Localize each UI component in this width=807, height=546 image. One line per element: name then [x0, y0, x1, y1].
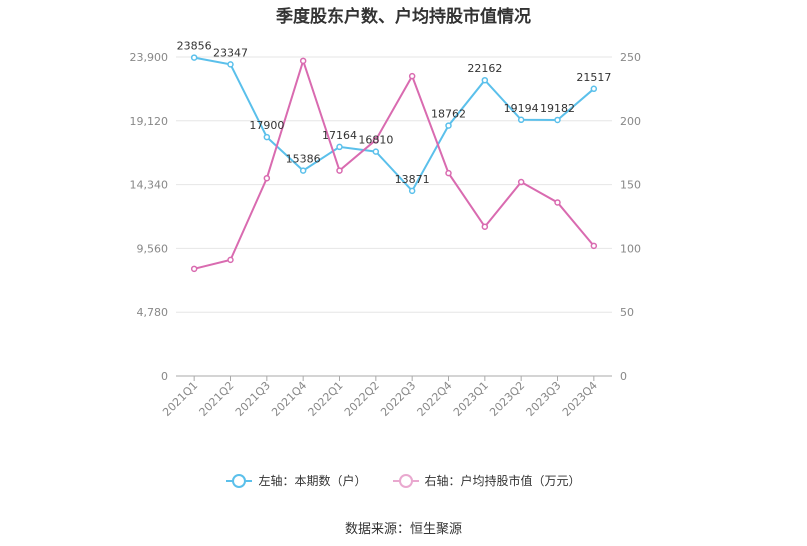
data-point-left — [554, 116, 561, 124]
y-right-tick-label: 200 — [620, 115, 641, 128]
data-point-left — [372, 148, 380, 155]
data-point-left — [227, 61, 234, 68]
y-left-tick-label: 14,340 — [130, 179, 169, 192]
data-point-right — [263, 174, 271, 182]
y-right-tick-label: 150 — [620, 179, 641, 192]
series-line-right — [193, 57, 595, 270]
data-point-right — [190, 265, 198, 273]
data-point-left — [590, 85, 598, 93]
x-tick-label: 2023Q3 — [524, 379, 564, 419]
x-tick-label: 2023Q4 — [560, 379, 600, 419]
x-tick-label: 2021Q4 — [269, 379, 309, 419]
data-label: 18762 — [431, 108, 466, 121]
legend: 左轴：本期数（户） 右轴：户均持股市值（万元） — [0, 472, 807, 489]
data-point-left — [336, 143, 343, 151]
y-right-tick-label: 50 — [620, 306, 634, 319]
x-tick-label: 2022Q2 — [342, 379, 382, 419]
y-left-tick-label: 19,120 — [130, 115, 169, 128]
x-tick-label: 2021Q1 — [160, 379, 200, 419]
legend-label-right: 右轴：户均持股市值（万元） — [424, 474, 581, 488]
x-tick-label: 2021Q3 — [233, 379, 273, 419]
data-point-left — [299, 167, 307, 174]
data-label: 17164 — [322, 129, 357, 142]
data-label: 17900 — [249, 119, 284, 132]
y-right-tick-label: 100 — [620, 242, 641, 255]
y-left-tick-label: 4,780 — [137, 306, 169, 319]
y-left-tick-label: 0 — [161, 370, 168, 383]
data-point-right — [372, 136, 380, 144]
data-point-right — [336, 167, 343, 174]
legend-swatch-left — [226, 473, 253, 488]
data-point-right — [445, 169, 452, 177]
data-label: 22162 — [467, 62, 502, 75]
legend-item-right[interactable]: 右轴：户均持股市值（万元） — [392, 472, 581, 489]
data-label: 13871 — [395, 173, 430, 186]
y-left-tick-label: 23,900 — [130, 51, 169, 64]
x-tick-label: 2022Q4 — [415, 379, 455, 419]
y-right-tick-label: 0 — [620, 370, 627, 383]
y-right-tick-label: 250 — [620, 51, 641, 64]
data-point-left — [481, 76, 489, 84]
data-point-left — [263, 133, 271, 141]
data-label: 19182 — [540, 102, 575, 115]
series-line-left — [193, 56, 595, 193]
y-left-tick-label: 9,560 — [137, 242, 169, 255]
data-label: 23856 — [177, 40, 212, 53]
data-label: 19194 — [504, 102, 539, 115]
data-point-right — [554, 199, 561, 206]
data-point-left — [408, 187, 416, 195]
data-point-left — [517, 116, 525, 124]
data-point-right — [481, 223, 489, 230]
source-note: 数据来源：恒生聚源 — [344, 522, 462, 537]
data-point-right — [227, 256, 234, 264]
x-tick-label: 2023Q2 — [487, 379, 527, 419]
data-point-right — [299, 57, 307, 65]
data-label: 16810 — [358, 134, 393, 147]
data-point-right — [408, 72, 416, 80]
x-tick-label: 2022Q1 — [306, 379, 346, 419]
data-point-left — [445, 122, 452, 129]
data-label: 21517 — [576, 71, 611, 84]
legend-item-left[interactable]: 左轴：本期数（户） — [226, 472, 367, 489]
legend-swatch-right — [392, 473, 419, 488]
x-tick-label: 2023Q1 — [451, 379, 491, 419]
x-tick-label: 2021Q2 — [197, 379, 237, 419]
legend-label-left: 左轴：本期数（户） — [258, 474, 367, 488]
data-label: 23347 — [213, 46, 248, 59]
x-tick-label: 2022Q3 — [378, 379, 418, 419]
data-point-left — [190, 54, 198, 61]
data-point-right — [590, 242, 598, 250]
chart-title: 季度股东户数、户均持股市值情况 — [276, 7, 531, 27]
data-label: 15386 — [286, 153, 321, 166]
data-point-right — [517, 178, 525, 186]
